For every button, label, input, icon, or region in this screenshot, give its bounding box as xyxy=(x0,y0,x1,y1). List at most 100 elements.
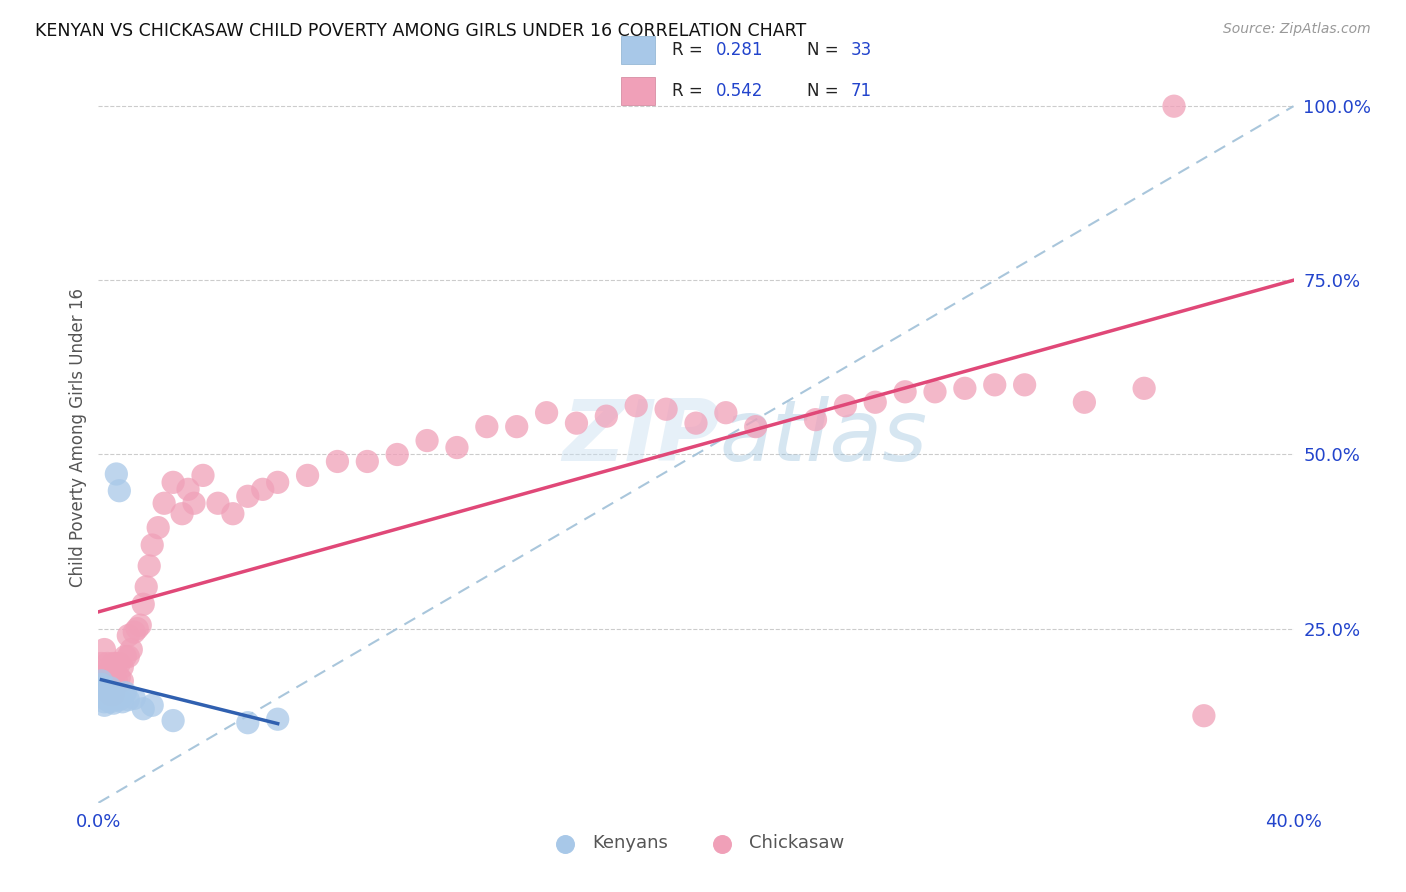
Point xyxy=(127,622,149,636)
Point xyxy=(90,677,112,691)
Point xyxy=(153,496,176,510)
Point xyxy=(93,691,115,706)
Point xyxy=(98,664,122,678)
Point xyxy=(924,384,946,399)
Point xyxy=(162,475,184,490)
Point xyxy=(105,467,128,481)
Point xyxy=(98,688,122,702)
Point xyxy=(124,625,146,640)
Text: 0.281: 0.281 xyxy=(716,41,763,59)
Text: R =: R = xyxy=(672,41,709,59)
Point xyxy=(108,692,131,706)
Point xyxy=(655,402,678,417)
Point xyxy=(207,496,229,510)
Point xyxy=(162,714,184,728)
Point xyxy=(114,649,136,664)
Point xyxy=(103,692,125,706)
Point xyxy=(446,441,468,455)
Point xyxy=(506,419,529,434)
Point xyxy=(416,434,439,448)
Point xyxy=(894,384,917,399)
Point xyxy=(595,409,617,424)
Text: R =: R = xyxy=(672,82,709,100)
Point xyxy=(93,681,115,695)
Text: ZIP: ZIP xyxy=(562,395,720,479)
Point xyxy=(385,448,409,462)
Text: atlas: atlas xyxy=(720,395,928,479)
Point xyxy=(834,399,856,413)
Point xyxy=(105,657,128,671)
Point xyxy=(117,692,139,706)
Point xyxy=(356,454,378,468)
Point xyxy=(252,483,274,497)
Point xyxy=(714,406,737,420)
Point xyxy=(98,681,122,695)
Point xyxy=(96,691,118,706)
Point xyxy=(103,673,125,688)
Point xyxy=(626,399,648,413)
Point xyxy=(108,483,131,498)
Point xyxy=(93,688,115,702)
Point xyxy=(865,395,887,409)
Point xyxy=(1163,99,1185,113)
Point xyxy=(96,657,118,671)
Point xyxy=(685,416,707,430)
Point xyxy=(236,715,259,730)
Point xyxy=(98,686,122,700)
Point xyxy=(93,664,115,678)
Point xyxy=(93,681,115,695)
Point xyxy=(96,667,118,681)
Point xyxy=(191,468,214,483)
Point xyxy=(111,695,134,709)
Point xyxy=(90,684,112,698)
Point xyxy=(565,416,588,430)
Point xyxy=(96,684,118,698)
Point xyxy=(117,629,139,643)
Point xyxy=(111,673,134,688)
Point xyxy=(124,691,146,706)
Text: 33: 33 xyxy=(851,41,872,59)
Point xyxy=(141,538,163,552)
Point xyxy=(132,597,155,611)
Point xyxy=(326,454,349,468)
Point xyxy=(745,419,768,434)
Point xyxy=(297,468,319,483)
Point xyxy=(141,698,163,713)
Point xyxy=(90,657,112,671)
Point xyxy=(1192,708,1215,723)
Point xyxy=(984,377,1007,392)
Point xyxy=(108,670,131,684)
Text: Source: ZipAtlas.com: Source: ZipAtlas.com xyxy=(1223,22,1371,37)
Point xyxy=(138,558,160,573)
Point xyxy=(114,686,136,700)
Point xyxy=(93,698,115,713)
Point xyxy=(103,696,125,710)
Bar xyxy=(621,36,655,64)
Point xyxy=(953,381,976,395)
Point xyxy=(90,681,112,695)
Point xyxy=(90,673,112,688)
Text: KENYAN VS CHICKASAW CHILD POVERTY AMONG GIRLS UNDER 16 CORRELATION CHART: KENYAN VS CHICKASAW CHILD POVERTY AMONG … xyxy=(35,22,807,40)
Point xyxy=(103,688,125,702)
Point xyxy=(1133,381,1156,395)
Point xyxy=(177,483,200,497)
Point xyxy=(120,642,142,657)
Point xyxy=(132,702,155,716)
Point xyxy=(103,688,125,702)
Point xyxy=(108,657,131,671)
Point xyxy=(96,688,118,702)
Point xyxy=(1014,377,1036,392)
Text: N =: N = xyxy=(807,41,844,59)
Point xyxy=(105,673,128,688)
Point xyxy=(267,475,290,490)
Point xyxy=(536,406,558,420)
Point xyxy=(222,507,245,521)
Point xyxy=(111,660,134,674)
Text: 71: 71 xyxy=(851,82,872,100)
Point xyxy=(117,649,139,664)
Point xyxy=(105,688,128,702)
Point xyxy=(129,618,152,632)
Point xyxy=(236,489,259,503)
Point xyxy=(135,580,157,594)
Point xyxy=(804,412,827,426)
